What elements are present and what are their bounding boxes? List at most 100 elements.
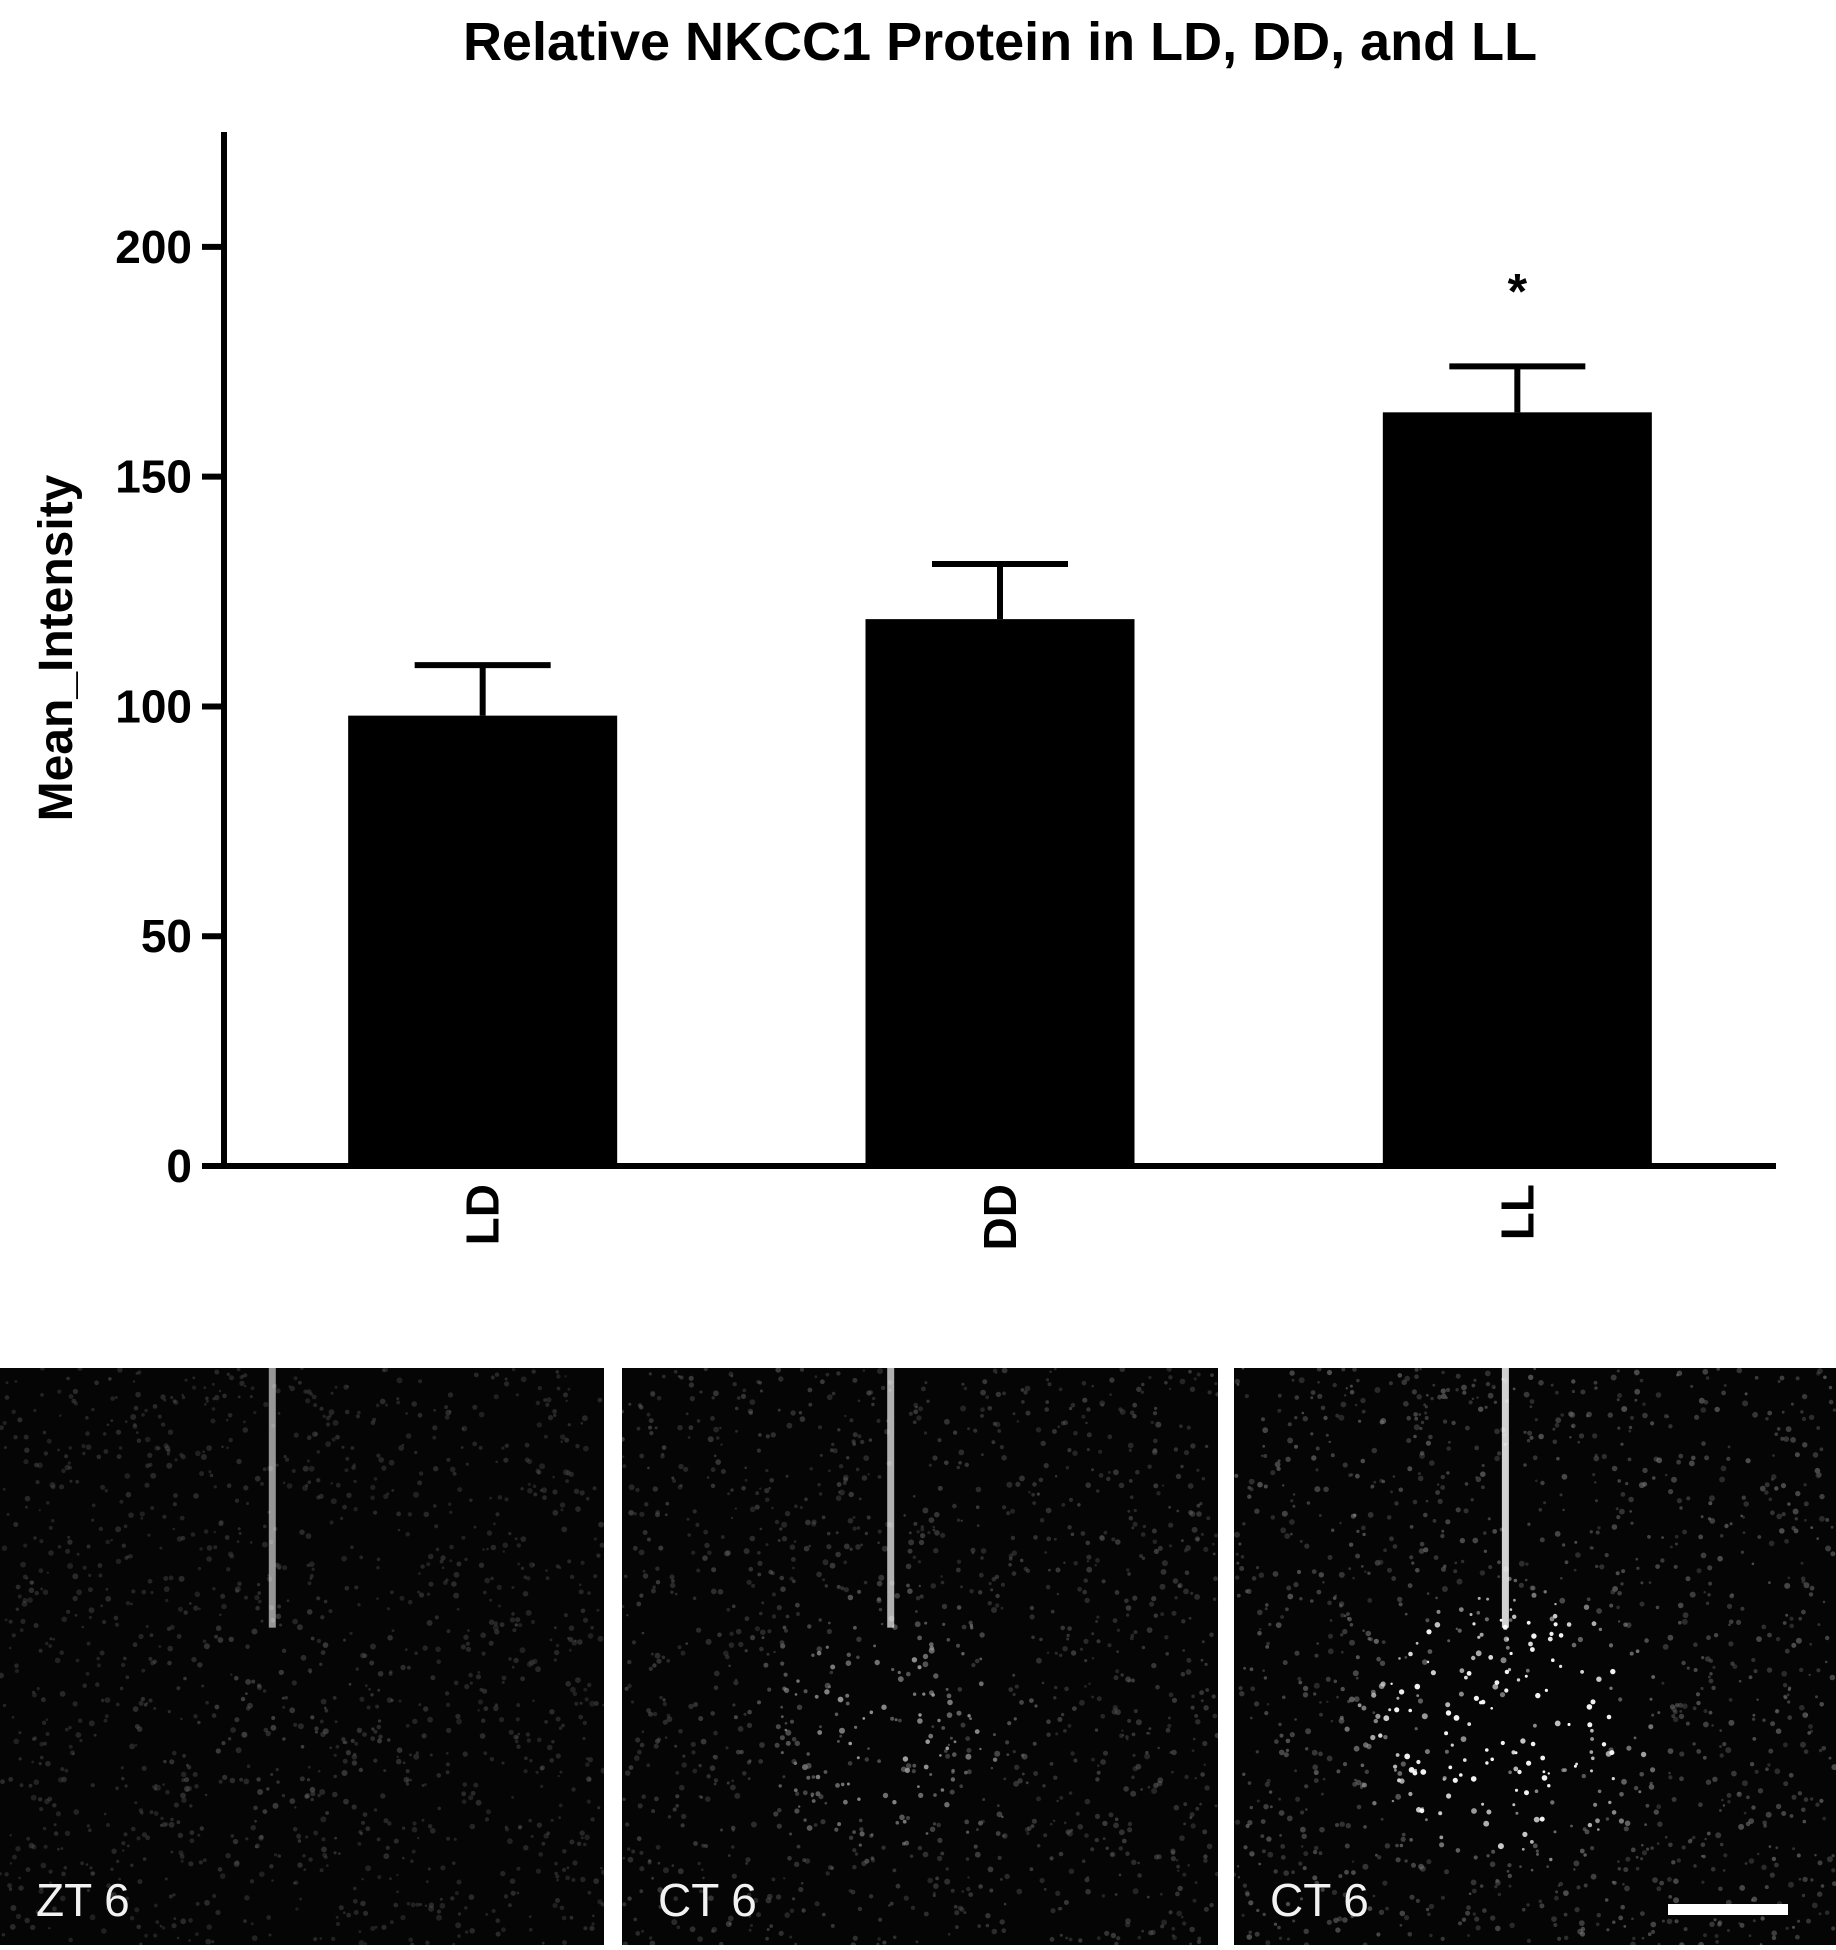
speckle — [48, 1550, 54, 1556]
speckle — [243, 1778, 250, 1785]
speckle — [453, 1592, 460, 1599]
speckle — [899, 1814, 905, 1821]
speckle — [60, 1767, 65, 1772]
speckle — [1825, 1635, 1830, 1641]
speckle — [806, 1825, 813, 1831]
speckle — [24, 1447, 30, 1453]
speckle — [1583, 1604, 1590, 1610]
speckle — [1770, 1721, 1776, 1727]
speckle — [1113, 1469, 1119, 1476]
speckle — [1400, 1761, 1406, 1767]
speckle — [1749, 1762, 1755, 1767]
speckle — [1728, 1698, 1733, 1702]
speckle — [991, 1607, 997, 1613]
speckle — [622, 1437, 625, 1442]
speckle — [516, 1543, 521, 1548]
speckle — [628, 1510, 634, 1516]
speckle — [1819, 1447, 1824, 1452]
speckle — [1668, 1842, 1673, 1848]
speckle — [417, 1412, 423, 1418]
speckle — [780, 1705, 784, 1709]
speckle — [1185, 1669, 1192, 1675]
speckle — [937, 1837, 943, 1843]
speckle — [72, 1701, 78, 1707]
speckle — [1539, 1816, 1545, 1822]
speckle — [1483, 1820, 1490, 1827]
speckle — [651, 1876, 655, 1880]
speckle — [711, 1567, 717, 1573]
speckle — [462, 1751, 468, 1757]
speckle — [1370, 1484, 1375, 1488]
speckle — [1236, 1561, 1240, 1565]
speckle — [212, 1587, 216, 1591]
speckle — [343, 1798, 349, 1805]
speckle — [130, 1602, 133, 1606]
speckle — [701, 1843, 706, 1848]
speckle — [145, 1625, 149, 1628]
speckle — [128, 1512, 134, 1518]
speckle — [1513, 1578, 1518, 1583]
speckle — [396, 1400, 401, 1405]
speckle — [1349, 1639, 1355, 1646]
speckle — [1726, 1928, 1731, 1933]
speckle — [1319, 1701, 1322, 1704]
speckle — [1043, 1887, 1047, 1891]
speckle — [734, 1507, 737, 1510]
speckle — [1482, 1908, 1487, 1913]
speckle — [1354, 1778, 1357, 1782]
speckle — [1182, 1872, 1187, 1877]
speckle — [1448, 1440, 1451, 1444]
speckle — [429, 1753, 433, 1757]
speckle — [1714, 1934, 1719, 1938]
speckle — [781, 1521, 788, 1528]
speckle — [530, 1834, 534, 1838]
speckle — [1054, 1368, 1057, 1371]
speckle — [316, 1638, 322, 1644]
speckle — [255, 1843, 260, 1849]
speckle — [1541, 1775, 1548, 1781]
speckle — [1508, 1770, 1512, 1775]
speckle — [313, 1403, 318, 1408]
speckle — [170, 1395, 174, 1400]
speckle — [582, 1617, 589, 1623]
speckle — [1181, 1619, 1186, 1624]
speckle — [1242, 1522, 1246, 1526]
speckle — [1339, 1821, 1345, 1827]
speckle — [373, 1758, 378, 1763]
speckle — [648, 1372, 652, 1376]
speckle — [1084, 1798, 1091, 1805]
speckle — [393, 1838, 399, 1844]
speckle — [834, 1827, 839, 1832]
speckle — [103, 1718, 108, 1723]
speckle — [15, 1913, 22, 1919]
speckle — [953, 1904, 958, 1909]
speckle — [297, 1862, 303, 1868]
speckle — [1419, 1368, 1422, 1371]
speckle — [1705, 1376, 1710, 1380]
speckle — [673, 1370, 678, 1374]
speckle — [1062, 1420, 1068, 1426]
speckle — [1241, 1368, 1245, 1370]
speckle — [804, 1497, 808, 1502]
speckle — [158, 1645, 162, 1648]
speckle — [415, 1751, 419, 1755]
speckle — [1669, 1704, 1676, 1710]
speckle — [1655, 1392, 1662, 1398]
midline-streak — [1501, 1368, 1509, 1628]
speckle — [316, 1596, 321, 1601]
speckle — [1744, 1862, 1748, 1865]
speckle — [482, 1688, 488, 1694]
speckle — [169, 1759, 175, 1765]
speckle — [1160, 1892, 1163, 1896]
speckle — [61, 1871, 66, 1877]
speckle — [676, 1925, 681, 1929]
speckle — [1398, 1602, 1403, 1607]
speckle — [257, 1789, 264, 1795]
speckle — [1053, 1537, 1057, 1541]
speckle — [951, 1768, 955, 1773]
speckle — [914, 1610, 918, 1613]
speckle — [1512, 1803, 1516, 1807]
speckle — [1408, 1767, 1415, 1773]
speckle — [1816, 1537, 1819, 1540]
speckle — [1491, 1849, 1496, 1854]
